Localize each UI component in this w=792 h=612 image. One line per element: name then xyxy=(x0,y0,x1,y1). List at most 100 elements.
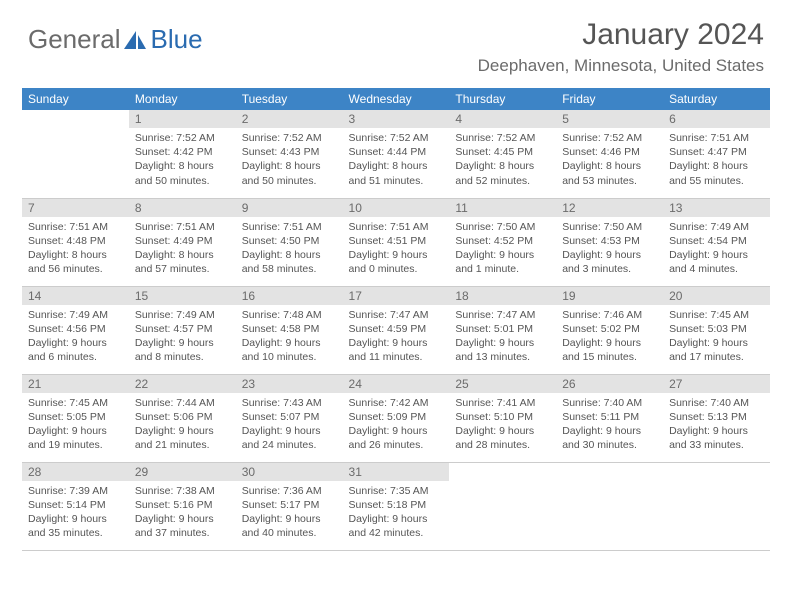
calendar-cell: 20Sunrise: 7:45 AMSunset: 5:03 PMDayligh… xyxy=(663,286,770,374)
calendar-cell: 2Sunrise: 7:52 AMSunset: 4:43 PMDaylight… xyxy=(236,110,343,198)
day-info: Sunrise: 7:51 AMSunset: 4:48 PMDaylight:… xyxy=(22,217,129,280)
day-number: 8 xyxy=(129,199,236,217)
day-number: 27 xyxy=(663,375,770,393)
day-number: 31 xyxy=(343,463,450,481)
day-info: Sunrise: 7:38 AMSunset: 5:16 PMDaylight:… xyxy=(129,481,236,544)
calendar-cell: 22Sunrise: 7:44 AMSunset: 5:06 PMDayligh… xyxy=(129,374,236,462)
calendar-cell: 10Sunrise: 7:51 AMSunset: 4:51 PMDayligh… xyxy=(343,198,450,286)
calendar-cell: 27Sunrise: 7:40 AMSunset: 5:13 PMDayligh… xyxy=(663,374,770,462)
calendar-cell xyxy=(663,462,770,550)
calendar-cell: 4Sunrise: 7:52 AMSunset: 4:45 PMDaylight… xyxy=(449,110,556,198)
day-info: Sunrise: 7:40 AMSunset: 5:13 PMDaylight:… xyxy=(663,393,770,456)
day-info: Sunrise: 7:52 AMSunset: 4:45 PMDaylight:… xyxy=(449,128,556,191)
day-number: 18 xyxy=(449,287,556,305)
calendar-cell: 9Sunrise: 7:51 AMSunset: 4:50 PMDaylight… xyxy=(236,198,343,286)
day-number: 28 xyxy=(22,463,129,481)
calendar-cell: 23Sunrise: 7:43 AMSunset: 5:07 PMDayligh… xyxy=(236,374,343,462)
day-number: 6 xyxy=(663,110,770,128)
logo-word2: Blue xyxy=(151,24,203,55)
calendar-cell: 24Sunrise: 7:42 AMSunset: 5:09 PMDayligh… xyxy=(343,374,450,462)
day-number: 17 xyxy=(343,287,450,305)
calendar-cell: 7Sunrise: 7:51 AMSunset: 4:48 PMDaylight… xyxy=(22,198,129,286)
day-info: Sunrise: 7:41 AMSunset: 5:10 PMDaylight:… xyxy=(449,393,556,456)
weekday-header: Friday xyxy=(556,88,663,110)
day-info: Sunrise: 7:39 AMSunset: 5:14 PMDaylight:… xyxy=(22,481,129,544)
weekday-header-row: SundayMondayTuesdayWednesdayThursdayFrid… xyxy=(22,88,770,110)
day-number: 11 xyxy=(449,199,556,217)
day-number: 3 xyxy=(343,110,450,128)
calendar-row: 21Sunrise: 7:45 AMSunset: 5:05 PMDayligh… xyxy=(22,374,770,462)
day-info: Sunrise: 7:43 AMSunset: 5:07 PMDaylight:… xyxy=(236,393,343,456)
day-number: 1 xyxy=(129,110,236,128)
calendar-cell: 18Sunrise: 7:47 AMSunset: 5:01 PMDayligh… xyxy=(449,286,556,374)
calendar-cell xyxy=(556,462,663,550)
day-number: 15 xyxy=(129,287,236,305)
calendar-cell: 16Sunrise: 7:48 AMSunset: 4:58 PMDayligh… xyxy=(236,286,343,374)
day-info: Sunrise: 7:51 AMSunset: 4:49 PMDaylight:… xyxy=(129,217,236,280)
day-info: Sunrise: 7:52 AMSunset: 4:44 PMDaylight:… xyxy=(343,128,450,191)
weekday-header: Thursday xyxy=(449,88,556,110)
calendar-row: 1Sunrise: 7:52 AMSunset: 4:42 PMDaylight… xyxy=(22,110,770,198)
calendar-cell: 5Sunrise: 7:52 AMSunset: 4:46 PMDaylight… xyxy=(556,110,663,198)
weekday-header: Sunday xyxy=(22,88,129,110)
calendar-cell: 11Sunrise: 7:50 AMSunset: 4:52 PMDayligh… xyxy=(449,198,556,286)
day-number: 23 xyxy=(236,375,343,393)
day-info: Sunrise: 7:51 AMSunset: 4:50 PMDaylight:… xyxy=(236,217,343,280)
day-number: 5 xyxy=(556,110,663,128)
calendar-cell: 12Sunrise: 7:50 AMSunset: 4:53 PMDayligh… xyxy=(556,198,663,286)
day-number: 16 xyxy=(236,287,343,305)
day-info: Sunrise: 7:52 AMSunset: 4:46 PMDaylight:… xyxy=(556,128,663,191)
calendar-cell: 15Sunrise: 7:49 AMSunset: 4:57 PMDayligh… xyxy=(129,286,236,374)
weekday-header: Monday xyxy=(129,88,236,110)
calendar-cell: 25Sunrise: 7:41 AMSunset: 5:10 PMDayligh… xyxy=(449,374,556,462)
calendar-table: SundayMondayTuesdayWednesdayThursdayFrid… xyxy=(22,88,770,551)
day-info: Sunrise: 7:52 AMSunset: 4:43 PMDaylight:… xyxy=(236,128,343,191)
calendar-cell: 3Sunrise: 7:52 AMSunset: 4:44 PMDaylight… xyxy=(343,110,450,198)
weekday-header: Tuesday xyxy=(236,88,343,110)
day-info: Sunrise: 7:42 AMSunset: 5:09 PMDaylight:… xyxy=(343,393,450,456)
calendar-cell: 30Sunrise: 7:36 AMSunset: 5:17 PMDayligh… xyxy=(236,462,343,550)
day-number: 30 xyxy=(236,463,343,481)
day-info: Sunrise: 7:45 AMSunset: 5:03 PMDaylight:… xyxy=(663,305,770,368)
day-info: Sunrise: 7:35 AMSunset: 5:18 PMDaylight:… xyxy=(343,481,450,544)
day-info: Sunrise: 7:51 AMSunset: 4:47 PMDaylight:… xyxy=(663,128,770,191)
calendar-cell: 31Sunrise: 7:35 AMSunset: 5:18 PMDayligh… xyxy=(343,462,450,550)
day-number: 2 xyxy=(236,110,343,128)
calendar-cell: 28Sunrise: 7:39 AMSunset: 5:14 PMDayligh… xyxy=(22,462,129,550)
day-number: 4 xyxy=(449,110,556,128)
day-number: 25 xyxy=(449,375,556,393)
day-number: 7 xyxy=(22,199,129,217)
calendar-cell: 14Sunrise: 7:49 AMSunset: 4:56 PMDayligh… xyxy=(22,286,129,374)
logo: General Blue xyxy=(28,24,203,55)
logo-sail-icon xyxy=(123,29,149,51)
day-info: Sunrise: 7:50 AMSunset: 4:53 PMDaylight:… xyxy=(556,217,663,280)
day-info: Sunrise: 7:36 AMSunset: 5:17 PMDaylight:… xyxy=(236,481,343,544)
day-number: 29 xyxy=(129,463,236,481)
location: Deephaven, Minnesota, United States xyxy=(478,56,764,76)
month-title: January 2024 xyxy=(478,18,764,52)
calendar-cell: 21Sunrise: 7:45 AMSunset: 5:05 PMDayligh… xyxy=(22,374,129,462)
day-number: 13 xyxy=(663,199,770,217)
day-number: 14 xyxy=(22,287,129,305)
weekday-header: Wednesday xyxy=(343,88,450,110)
day-number: 24 xyxy=(343,375,450,393)
day-number: 21 xyxy=(22,375,129,393)
day-info: Sunrise: 7:49 AMSunset: 4:54 PMDaylight:… xyxy=(663,217,770,280)
day-number: 20 xyxy=(663,287,770,305)
calendar-cell: 6Sunrise: 7:51 AMSunset: 4:47 PMDaylight… xyxy=(663,110,770,198)
calendar-cell xyxy=(22,110,129,198)
calendar-cell: 19Sunrise: 7:46 AMSunset: 5:02 PMDayligh… xyxy=(556,286,663,374)
title-block: January 2024 Deephaven, Minnesota, Unite… xyxy=(478,18,764,76)
day-info: Sunrise: 7:49 AMSunset: 4:56 PMDaylight:… xyxy=(22,305,129,368)
day-number: 26 xyxy=(556,375,663,393)
day-number: 9 xyxy=(236,199,343,217)
day-info: Sunrise: 7:47 AMSunset: 5:01 PMDaylight:… xyxy=(449,305,556,368)
calendar-cell: 29Sunrise: 7:38 AMSunset: 5:16 PMDayligh… xyxy=(129,462,236,550)
day-info: Sunrise: 7:44 AMSunset: 5:06 PMDaylight:… xyxy=(129,393,236,456)
calendar-cell: 1Sunrise: 7:52 AMSunset: 4:42 PMDaylight… xyxy=(129,110,236,198)
day-info: Sunrise: 7:49 AMSunset: 4:57 PMDaylight:… xyxy=(129,305,236,368)
calendar-cell: 8Sunrise: 7:51 AMSunset: 4:49 PMDaylight… xyxy=(129,198,236,286)
weekday-header: Saturday xyxy=(663,88,770,110)
header: General Blue January 2024 Deephaven, Min… xyxy=(0,0,792,80)
day-info: Sunrise: 7:48 AMSunset: 4:58 PMDaylight:… xyxy=(236,305,343,368)
